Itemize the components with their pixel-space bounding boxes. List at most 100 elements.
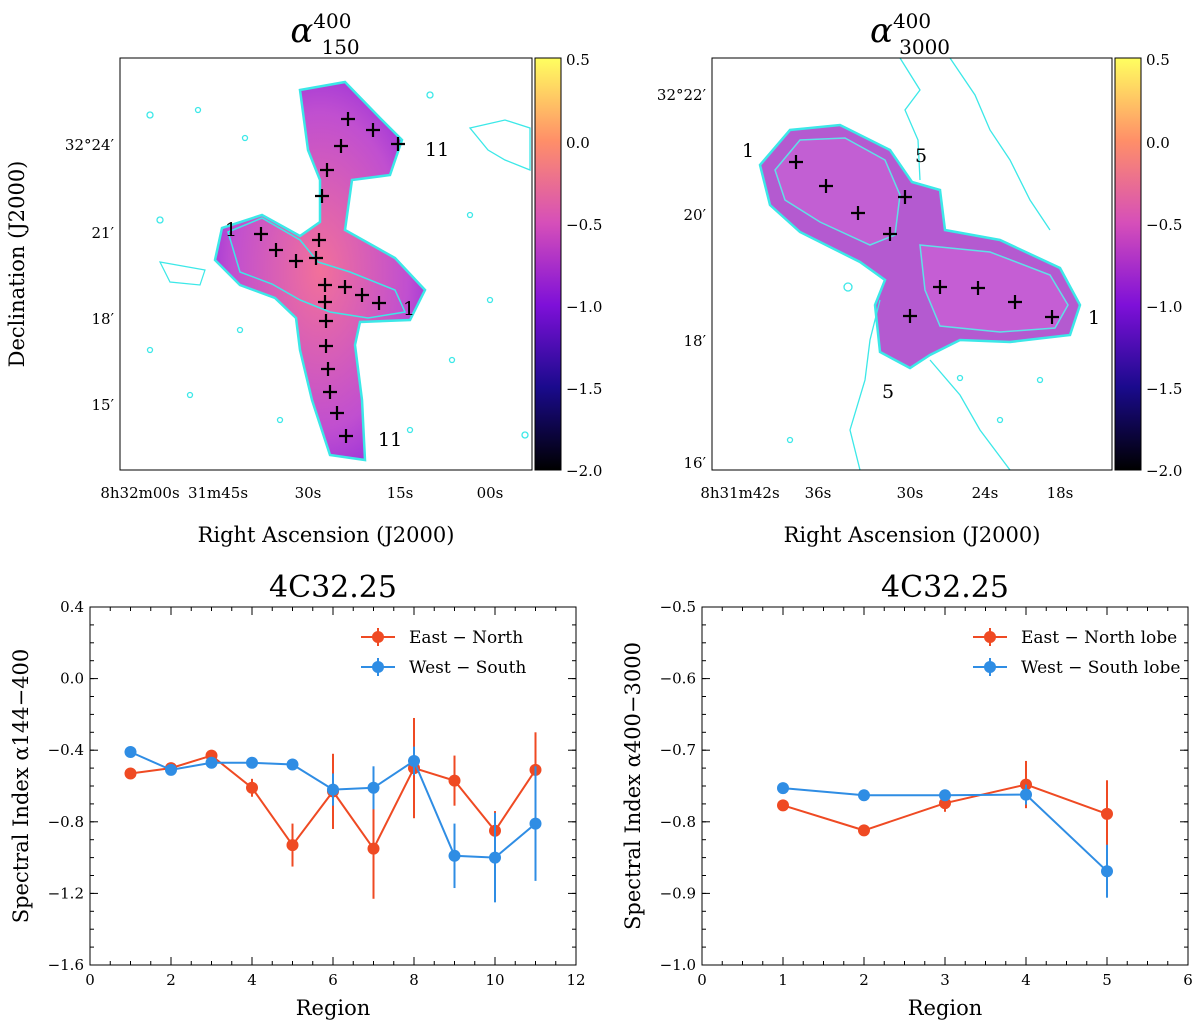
legend-entry: West − South xyxy=(361,658,526,678)
x-tick-label: 6 xyxy=(1183,971,1193,989)
map-ylabel-alpha150: Declination (J2000) xyxy=(5,161,29,368)
x-tick-label: 4 xyxy=(247,971,257,989)
y-tick-label: −1.6 xyxy=(48,956,84,974)
y-tick-label: −1.0 xyxy=(660,956,696,974)
region-markers-alpha150 xyxy=(254,112,405,443)
map-title-alpha150: α400 150 xyxy=(290,9,359,59)
data-point xyxy=(124,745,137,758)
map-xtick: 36s xyxy=(805,484,832,502)
colorbar-tick: −1.0 xyxy=(1146,298,1182,316)
legend-marker xyxy=(372,631,384,643)
spectral-index-chart-400-3000: 0 1 2 3 4 5 6 −0.5 −0.6 −0.7 −0.8 −0.9 −1.0 4C32.25 Re… xyxy=(621,570,1193,1020)
data-point xyxy=(858,824,870,837)
map-ytick: 18′ xyxy=(92,310,115,328)
data-point xyxy=(777,799,789,812)
legend-entry: West − South lobe xyxy=(973,658,1180,678)
map-ytick: 15′ xyxy=(92,396,115,414)
y-tick-label: −0.6 xyxy=(660,670,696,688)
y-tick-label: −0.7 xyxy=(660,741,696,759)
spectral-index-chart-144-400: 0 2 4 6 8 10 12 0.4 0.0 −0.4 −0.8 −1.2 −1.6 4C32.25 Re… xyxy=(9,570,586,1020)
region-label: 1 xyxy=(1088,307,1100,329)
colorbar-tick: −1.5 xyxy=(566,380,602,398)
colorbar-alpha3000 xyxy=(1114,57,1142,471)
map-frame-alpha3000 xyxy=(711,57,1113,471)
x-tick-label: 2 xyxy=(166,971,176,989)
x-tick-label: 10 xyxy=(485,971,504,989)
x-tick-label: 3 xyxy=(940,971,950,989)
map-xticks-alpha3000: 8h31m42s 36s 30s 24s 18s xyxy=(700,484,1073,502)
colorbar-ticks-alpha150: 0.5 0.0 −0.5 −1.0 −1.5 −2.0 xyxy=(566,51,602,480)
map-yticks-alpha3000: 32°22′ 20′ 18′ 16′ xyxy=(657,86,707,472)
map-xtick: 00s xyxy=(477,484,504,502)
legend-marker xyxy=(372,661,384,673)
x-tick-label: 8 xyxy=(409,971,419,989)
series-east-north xyxy=(124,717,542,899)
map-ytick: 32°22′ xyxy=(657,86,707,104)
data-point xyxy=(408,754,420,767)
map-xtick: 30s xyxy=(295,484,322,502)
colorbar-tick: 0.0 xyxy=(1146,134,1170,152)
map-xtick: 8h32m00s xyxy=(100,484,179,502)
x-tick-label: 12 xyxy=(566,971,585,989)
y-tick-label: 0.4 xyxy=(60,598,84,616)
data-point xyxy=(529,817,542,830)
map-title-alpha3000: α400 3000 xyxy=(870,9,950,59)
data-point xyxy=(246,756,258,769)
colorbar-tick: 0.0 xyxy=(566,134,590,152)
series-west-south xyxy=(124,745,542,903)
legend-label: East − North lobe xyxy=(1021,628,1177,648)
map-xlabel-alpha150: Right Ascension (J2000) xyxy=(198,523,455,547)
data-point xyxy=(124,767,137,780)
map-xtick: 18s xyxy=(1047,484,1074,502)
map-xtick: 15s xyxy=(387,484,414,502)
data-point xyxy=(286,758,299,771)
map-ytick: 18′ xyxy=(684,332,707,350)
map-xtick: 24s xyxy=(972,484,999,502)
map-ytick: 20′ xyxy=(684,206,707,224)
colorbar-alpha150 xyxy=(534,57,562,471)
map-ytick: 32°24′ xyxy=(65,136,115,154)
x-tick-label: 0 xyxy=(85,971,95,989)
chart-title: 4C32.25 xyxy=(881,570,1009,605)
map-image-alpha150: 1 11 1 11 xyxy=(146,80,531,462)
colorbar-ticks-alpha3000: 0.5 0.0 −0.5 −1.0 −1.5 −2.0 xyxy=(1146,51,1182,480)
region-label: 11 xyxy=(378,429,402,451)
data-point xyxy=(1020,788,1032,801)
series-east-north xyxy=(777,760,1113,848)
region-label: 1 xyxy=(403,298,415,320)
data-point xyxy=(489,851,501,864)
y-axis-label: Spectral Index α144−400 xyxy=(9,649,33,924)
map-ytick: 21′ xyxy=(92,224,115,242)
region-label: 1 xyxy=(225,219,237,241)
x-axis-label: Region xyxy=(908,996,983,1020)
map-image-alpha3000: 1 5 1 5 xyxy=(742,58,1100,470)
y-tick-label: −0.5 xyxy=(660,598,696,616)
y-tick-label: −0.8 xyxy=(48,813,84,831)
legend-marker xyxy=(984,661,996,673)
data-point xyxy=(448,849,461,862)
data-point xyxy=(205,756,218,769)
y-axis-label: Spectral Index α400−3000 xyxy=(621,642,645,930)
series-west-south xyxy=(777,782,1113,898)
x-tick-label: 6 xyxy=(328,971,338,989)
data-point xyxy=(327,783,339,796)
legend-label: West − South xyxy=(409,658,526,678)
colorbar-tick: −0.5 xyxy=(566,216,602,234)
data-point xyxy=(286,839,299,852)
y-tick-label: −0.9 xyxy=(660,884,696,902)
region-label: 1 xyxy=(742,140,754,162)
map-frame-alpha150 xyxy=(119,57,533,471)
colorbar-tick: 0.5 xyxy=(566,51,590,69)
x-tick-label: 2 xyxy=(859,971,869,989)
data-point xyxy=(448,774,461,787)
data-point xyxy=(777,782,789,795)
data-point xyxy=(1101,865,1113,878)
y-tick-label: 0.0 xyxy=(60,670,84,688)
map-xtick: 30s xyxy=(897,484,924,502)
chart-title: 4C32.25 xyxy=(269,570,397,605)
data-point xyxy=(858,789,870,802)
map-ytick: 16′ xyxy=(684,454,707,472)
map-xticks-alpha150: 8h32m00s 31m45s 30s 15s 00s xyxy=(100,484,503,502)
y-tick-label: −1.2 xyxy=(48,884,84,902)
